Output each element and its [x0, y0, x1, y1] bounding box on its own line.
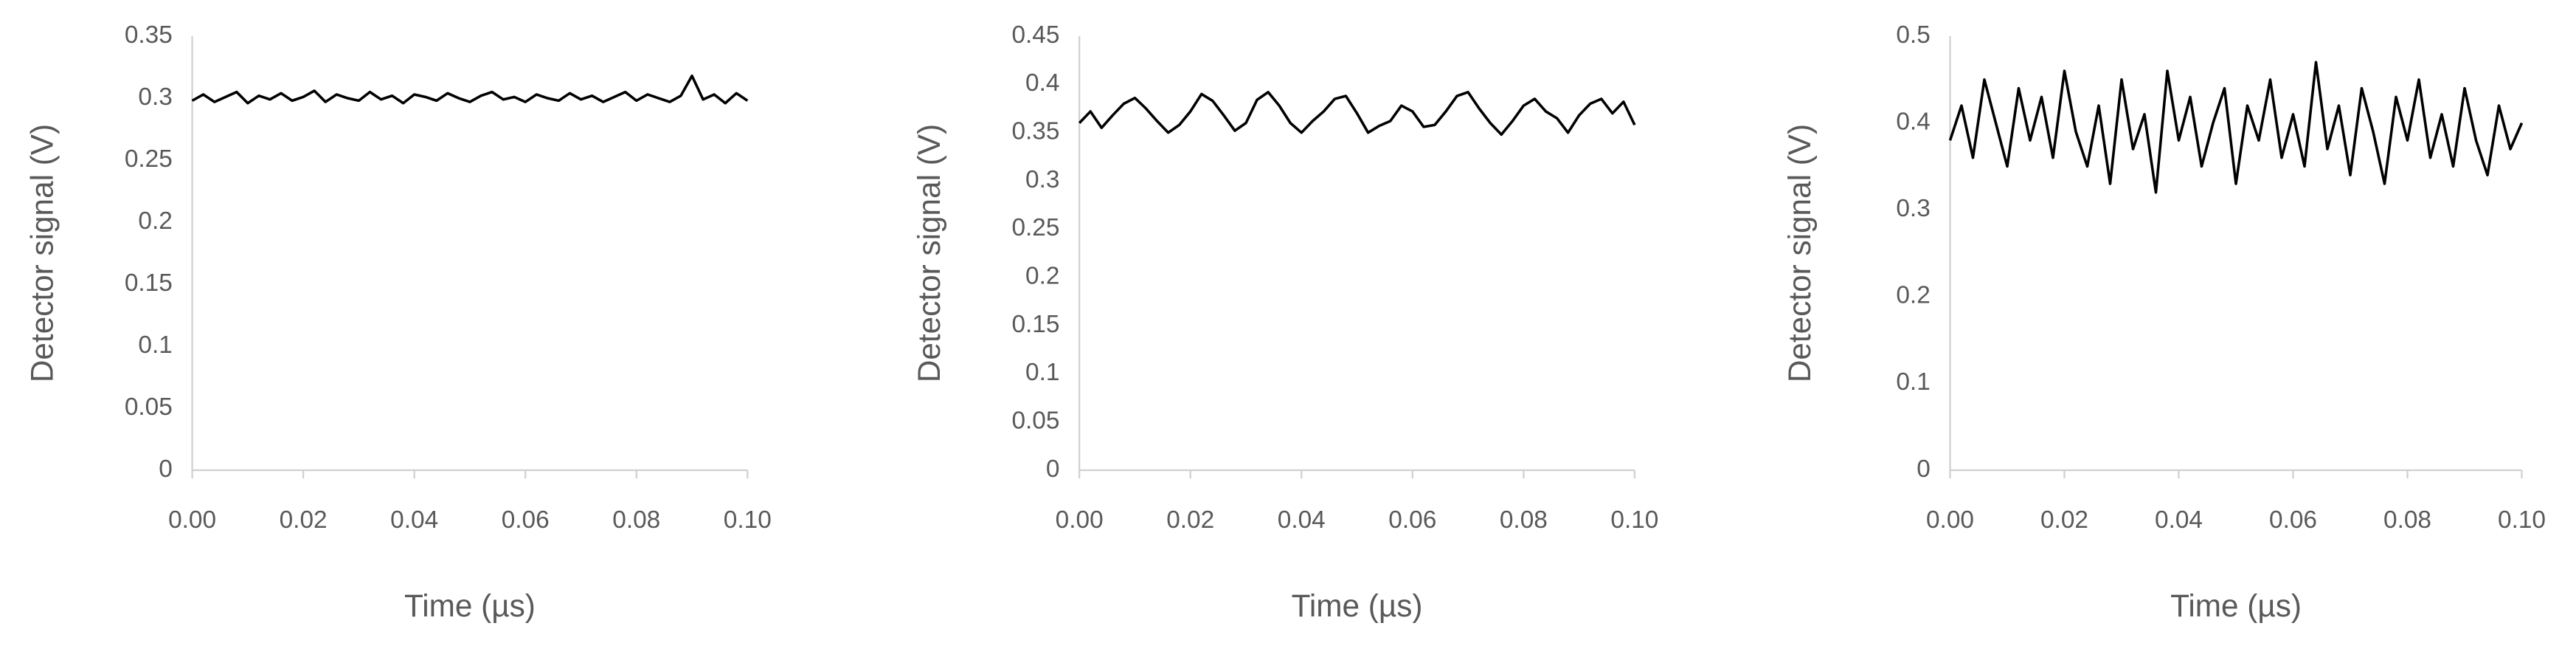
x-tick-label: 0.06: [502, 506, 550, 534]
signal-line: [1078, 91, 1636, 137]
y-tick-label: 0: [1917, 455, 1931, 483]
y-tick-label: 0.45: [1011, 21, 1059, 49]
y-tick-label: 0.5: [1896, 21, 1930, 49]
y-tick-label: 0.3: [1025, 166, 1059, 193]
y-axis-label: Detector signal (V): [24, 124, 59, 382]
x-axis-label: Time (µs): [1292, 588, 1423, 623]
y-tick-label: 0.4: [1025, 69, 1059, 97]
x-tick-label: 0.08: [1500, 506, 1548, 534]
x-tick-label: 0.00: [168, 506, 216, 534]
x-tick-label: 0.02: [280, 506, 328, 534]
y-axis-label: Detector signal (V): [912, 124, 946, 382]
x-tick-label: 0.02: [1166, 506, 1214, 534]
y-tick-label: 0.25: [125, 145, 173, 173]
x-axis-label: Time (µs): [2170, 588, 2302, 623]
y-tick-label: 0.2: [1896, 282, 1930, 309]
y-tick-label: 0.4: [1896, 108, 1930, 135]
y-tick-label: 0.35: [1011, 118, 1059, 145]
x-tick-label: 0.10: [1610, 506, 1658, 534]
y-tick-label: 0.05: [125, 393, 173, 421]
y-tick-label: 0: [1046, 455, 1060, 483]
y-tick-label: 0.3: [138, 83, 172, 111]
y-tick-label: 0: [159, 455, 173, 483]
x-tick-label: 0.04: [1278, 506, 1326, 534]
y-tick-label: 0.1: [138, 331, 172, 359]
y-tick-label: 0.3: [1896, 195, 1930, 222]
x-tick-label: 0.06: [2269, 506, 2317, 534]
y-tick-label: 0.25: [1011, 214, 1059, 241]
y-tick-label: 0.1: [1025, 359, 1059, 386]
y-tick-label: 0.2: [138, 207, 172, 235]
signal-line: [191, 75, 749, 105]
x-tick-label: 0.02: [2040, 506, 2088, 534]
x-tick-label: 0.08: [612, 506, 660, 534]
x-tick-label: 0.10: [2498, 506, 2546, 534]
x-tick-label: 0.06: [1388, 506, 1436, 534]
y-tick-label: 0.15: [1011, 311, 1059, 338]
x-axis-label: Time (µs): [404, 588, 536, 623]
x-tick-label: 0.08: [2383, 506, 2431, 534]
y-tick-label: 0.05: [1011, 407, 1059, 434]
y-tick-label: 0.2: [1025, 262, 1059, 289]
x-tick-label: 0.04: [2155, 506, 2203, 534]
x-tick-label: 0.04: [390, 506, 438, 534]
x-tick-label: 0.00: [1926, 506, 1974, 534]
y-tick-label: 0.35: [125, 21, 173, 49]
y-axis-label: Detector signal (V): [1782, 124, 1817, 382]
x-tick-label: 0.10: [724, 506, 772, 534]
y-tick-label: 0.1: [1896, 368, 1930, 396]
y-tick-label: 0.15: [125, 269, 173, 297]
x-tick-label: 0.00: [1056, 506, 1104, 534]
signal-line: [1948, 61, 2524, 194]
